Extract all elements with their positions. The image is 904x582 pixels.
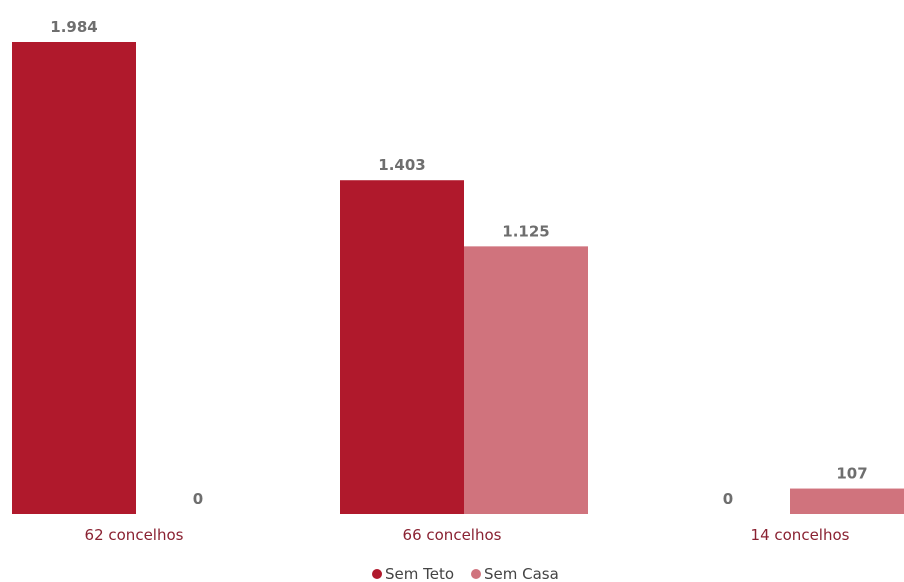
value-label-sem-teto-0: 1.984 [50,18,97,36]
bar-sem-teto-1 [340,180,464,514]
value-labels-layer: 1.984 0 1.403 1.125 0 107 [50,18,867,508]
value-label-sem-casa-0: 0 [193,490,203,508]
bar-sem-casa-1 [464,246,588,514]
legend: Sem Teto Sem Casa [372,565,559,582]
legend-label-sem-teto: Sem Teto [385,565,454,582]
value-label-sem-teto-1: 1.403 [378,156,425,174]
value-label-sem-casa-1: 1.125 [502,222,549,240]
category-label-0: 62 concelhos [85,526,184,544]
legend-marker-sem-teto [372,569,382,579]
category-label-1: 66 concelhos [403,526,502,544]
value-label-sem-teto-2: 0 [723,490,733,508]
category-labels: 62 concelhos 66 concelhos 14 concelhos [85,526,850,544]
bar-sem-teto-0 [12,42,136,514]
value-label-sem-casa-2: 107 [836,465,867,483]
legend-label-sem-casa: Sem Casa [484,565,559,582]
category-label-2: 14 concelhos [751,526,850,544]
bars-layer [12,42,904,514]
bar-sem-casa-2 [790,488,904,514]
legend-marker-sem-casa [471,569,481,579]
